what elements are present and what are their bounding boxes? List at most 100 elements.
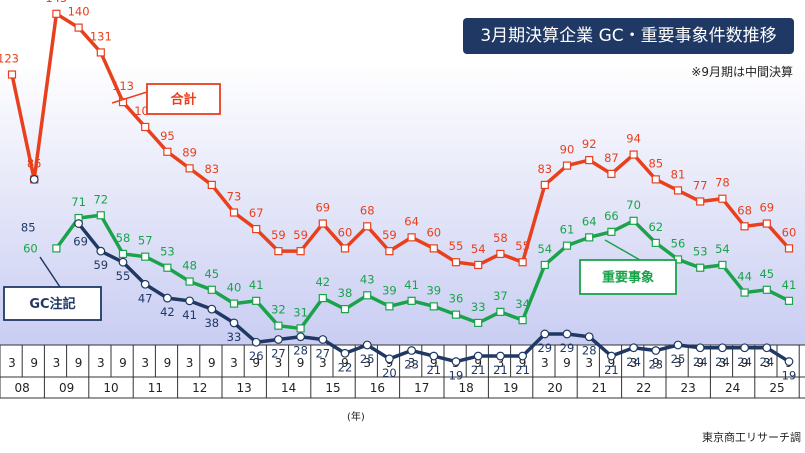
total-point: [762, 219, 771, 228]
important-data-label: 37: [493, 289, 508, 303]
important-point: [229, 299, 239, 308]
important-point: [363, 291, 372, 300]
important-point: [629, 216, 638, 225]
x-year-label: 19: [503, 381, 518, 395]
x-year-label: 21: [592, 381, 607, 395]
total-data-label: 145: [45, 0, 67, 5]
gc-callout-leader: [39, 256, 61, 288]
interim-note: ※9月期は中間決算: [691, 65, 793, 79]
x-month-label: 3: [630, 356, 638, 370]
gc-data-label: 55: [116, 269, 131, 283]
x-year-label: 25: [769, 381, 784, 395]
x-month-label: 9: [30, 356, 38, 370]
x-axis-unit-label: (年): [347, 412, 365, 423]
important-point: [207, 285, 216, 294]
x-month-label: 3: [230, 356, 238, 370]
x-month-label: 9: [652, 356, 660, 370]
gc-data-label: 38: [204, 316, 219, 330]
gc-data-label: 26: [249, 349, 264, 363]
gc-data-label: 22: [338, 360, 353, 374]
important-data-label: 45: [759, 267, 774, 281]
important-data-label: 53: [693, 245, 708, 259]
total-point: [784, 244, 794, 253]
gc-data-label: 28: [582, 344, 597, 358]
total-point: [185, 164, 194, 173]
total-data-label: 59: [293, 228, 308, 242]
important-callout-leader: [604, 239, 641, 261]
gc-point: [140, 279, 150, 289]
total-point: [496, 249, 505, 259]
important-data-label: 72: [93, 192, 108, 206]
total-data-label: 59: [271, 228, 286, 242]
x-year-label: 18: [459, 381, 474, 395]
gc-data-label: 21: [471, 363, 486, 377]
total-data-label: 92: [582, 137, 597, 151]
x-month-label: 3: [319, 356, 327, 370]
total-point: [318, 219, 327, 228]
x-month-label: 3: [541, 356, 549, 370]
total-point: [629, 150, 638, 159]
total-data-label: 140: [68, 5, 90, 19]
important-point: [429, 302, 438, 311]
total-point: [607, 169, 616, 178]
x-year-label: 16: [370, 381, 385, 395]
gc-point: [629, 343, 638, 353]
total-data-label: 55: [515, 239, 530, 253]
total-data-label: 64: [404, 214, 419, 228]
gc-point: [607, 351, 616, 361]
total-data-label: 60: [338, 225, 353, 239]
gc-point: [385, 354, 394, 364]
important-point: [496, 307, 505, 316]
gc-point: [296, 332, 306, 342]
gc-point: [762, 343, 772, 353]
total-data-label: 89: [182, 145, 197, 159]
gc-data-label: 29: [537, 341, 552, 355]
total-data-label: 131: [90, 29, 112, 43]
gc-point: [251, 337, 261, 347]
gc-data-label: 24: [759, 355, 774, 369]
total-data-label: 85: [27, 156, 42, 170]
chart-title: 3月期決算企業 GC・重要事象件数推移: [463, 18, 794, 54]
x-month-label: 9: [208, 356, 216, 370]
gc-callout-box: [3, 286, 102, 321]
gc-data-label: 19: [449, 369, 464, 383]
total-point: [163, 147, 172, 156]
total-data-label: 123: [0, 52, 19, 66]
important-data-label: 43: [360, 272, 375, 286]
x-month-label: 9: [75, 356, 83, 370]
x-year-label: 09: [59, 381, 74, 395]
gc-data-label: 24: [737, 355, 752, 369]
important-data-label: 57: [138, 234, 153, 248]
important-point: [52, 244, 61, 253]
total-data-label: 69: [315, 201, 330, 215]
important-data-label: 62: [648, 220, 663, 234]
gc-data-label: 25: [360, 352, 375, 366]
gc-data-label: 27: [315, 346, 330, 360]
x-month-label: 3: [8, 356, 16, 370]
important-point: [540, 260, 549, 270]
x-month-label: 3: [497, 356, 505, 370]
x-year-label: 20: [547, 381, 562, 395]
important-data-label: 33: [471, 300, 486, 314]
total-point: [296, 247, 305, 256]
gc-data-label: 24: [626, 355, 641, 369]
gc-data-label: 29: [560, 341, 575, 355]
gc-point: [451, 357, 461, 366]
x-year-label: 13: [237, 381, 252, 395]
important-data-label: 66: [604, 209, 619, 223]
total-point: [585, 155, 594, 165]
total-callout-box: [146, 83, 221, 115]
important-point: [451, 310, 461, 319]
x-month-label: 3: [53, 356, 61, 370]
gc-point: [540, 329, 550, 339]
total-point: [429, 244, 438, 253]
important-data-label: 56: [671, 236, 686, 250]
important-series-line: [54, 213, 790, 331]
important-point: [252, 296, 261, 305]
total-data-label: 113: [112, 79, 134, 93]
gc-point: [518, 351, 527, 361]
important-point: [185, 277, 194, 286]
gc-data-label: 23: [404, 358, 419, 372]
important-point: [407, 296, 416, 305]
total-data-label: 85: [648, 156, 663, 170]
